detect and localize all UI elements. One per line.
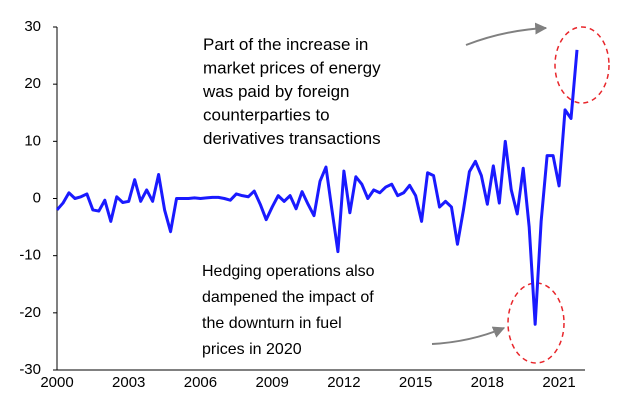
x-tick-label: 2006 [184, 374, 217, 391]
highlight-ellipse [507, 282, 565, 364]
annotation-line: dampened the impact of [202, 289, 374, 306]
annotation-line: was paid by foreign [202, 82, 349, 101]
y-tick-label: 30 [24, 18, 41, 35]
arrow [465, 22, 548, 46]
annotation-line: Part of the increase in [203, 35, 368, 54]
annotation-line: the downturn in fuel [202, 315, 342, 332]
x-tick-label: 2021 [542, 374, 575, 391]
x-tick-label: 2012 [327, 374, 360, 391]
y-tick-label: 20 [24, 75, 41, 92]
x-tick-label: 2018 [471, 374, 504, 391]
x-tick-label: 2009 [255, 374, 288, 391]
annotation-line: counterparties to [203, 106, 330, 125]
annotation-line: prices in 2020 [202, 341, 302, 358]
y-tick-label: -20 [19, 304, 41, 321]
y-tick-label: 10 [24, 132, 41, 149]
y-tick-label: 0 [33, 189, 41, 206]
annotation-line: Hedging operations also [202, 263, 375, 280]
x-tick-label: 2003 [112, 374, 145, 391]
x-tick-label: 2000 [40, 374, 73, 391]
annotation-line: market prices of energy [203, 59, 381, 78]
arrow [431, 326, 506, 345]
annotation-line: derivatives transactions [203, 129, 381, 148]
data-line [55, 49, 579, 326]
x-tick-label: 2015 [399, 374, 432, 391]
y-tick-label: -30 [19, 361, 41, 378]
highlight-ellipse [554, 26, 610, 104]
y-tick-label: -10 [19, 247, 41, 264]
